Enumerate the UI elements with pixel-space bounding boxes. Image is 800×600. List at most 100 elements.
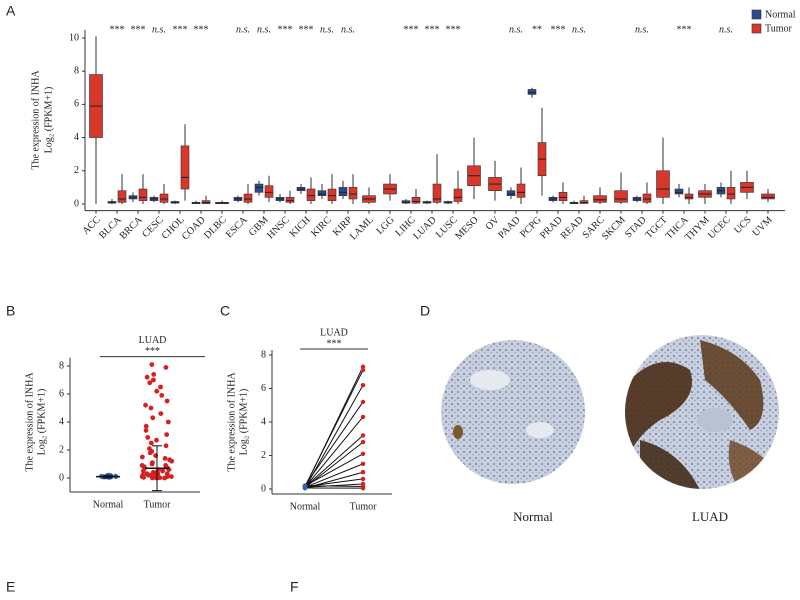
box xyxy=(432,183,442,203)
point xyxy=(148,405,154,411)
x-tick-label: READ xyxy=(559,215,586,242)
point xyxy=(160,468,166,474)
box xyxy=(684,193,694,200)
panel-label: F xyxy=(290,579,299,595)
image-caption: Normal xyxy=(513,509,553,524)
point xyxy=(159,393,165,398)
tissue-detail xyxy=(453,370,554,439)
point xyxy=(164,398,170,404)
significance: *** xyxy=(677,24,692,35)
x-tick-label: UCEC xyxy=(706,214,733,241)
box xyxy=(117,190,127,203)
significance: ** xyxy=(532,24,542,35)
y-tick-label: 8 xyxy=(74,65,79,76)
point xyxy=(145,435,151,440)
tissue-detail xyxy=(625,340,775,489)
x-tick-label: Normal xyxy=(290,501,321,512)
ihc-image-luad xyxy=(625,335,779,489)
box xyxy=(527,89,537,95)
box xyxy=(593,195,607,203)
significance: *** xyxy=(299,24,314,35)
point xyxy=(139,454,145,460)
x-tick-label: SKCM xyxy=(600,215,628,243)
point xyxy=(141,474,147,480)
y-axis-label: The expression of INHA xyxy=(24,372,35,472)
x-tick-label: LAML xyxy=(348,215,376,243)
significance: *** xyxy=(194,24,209,35)
y-tick-label: 8 xyxy=(261,349,266,360)
point xyxy=(360,451,366,457)
point xyxy=(360,470,366,475)
significance: n.s. xyxy=(152,24,166,35)
significance: n.s. xyxy=(635,24,649,35)
y-tick-label: 8 xyxy=(59,360,64,371)
y-axis-label: Log₂ (FPKM+1) xyxy=(43,87,54,154)
box xyxy=(614,190,628,203)
significance: *** xyxy=(551,24,566,35)
panel-label: C xyxy=(220,303,230,319)
x-tick-label: Tumor xyxy=(144,499,172,510)
pair-line xyxy=(304,453,364,487)
x-tick-label: COAD xyxy=(180,215,208,243)
point xyxy=(360,485,366,491)
legend-label: Normal xyxy=(765,9,796,20)
point xyxy=(144,374,150,380)
point xyxy=(163,443,169,449)
point xyxy=(302,485,308,491)
point xyxy=(149,461,155,467)
box xyxy=(138,188,148,201)
significance: *** xyxy=(278,24,293,35)
x-tick-label: LUAD xyxy=(411,215,438,242)
point xyxy=(169,458,175,464)
point xyxy=(158,411,164,416)
x-tick-label: THYM xyxy=(683,214,712,243)
panel-label: E xyxy=(6,579,15,595)
significance: n.s. xyxy=(320,24,334,35)
point xyxy=(360,476,366,482)
y-tick-label: 4 xyxy=(74,132,79,143)
point xyxy=(154,388,160,394)
point xyxy=(143,423,149,429)
x-tick-label: Normal xyxy=(93,499,124,510)
point xyxy=(360,439,366,445)
y-tick-label: 0 xyxy=(74,198,79,209)
point xyxy=(164,432,170,437)
significance: *** xyxy=(425,24,440,35)
y-tick-label: 0 xyxy=(59,472,64,483)
box xyxy=(761,193,775,200)
significance: *** xyxy=(173,24,188,35)
legend-swatch xyxy=(751,23,762,34)
box xyxy=(642,193,652,203)
box xyxy=(506,190,516,196)
box xyxy=(558,192,568,201)
x-tick-label: KICH xyxy=(288,215,313,240)
x-tick-label: UVM xyxy=(750,214,774,238)
box xyxy=(453,188,463,202)
x-tick-label: LGG xyxy=(374,215,396,237)
y-tick-label: 4 xyxy=(261,416,266,427)
pair-line xyxy=(304,435,364,488)
y-tick-label: 6 xyxy=(74,99,79,110)
y-tick-label: 6 xyxy=(59,388,64,399)
x-tick-label: PAAD xyxy=(496,215,522,241)
chart-title: LUAD xyxy=(320,327,348,338)
chart-title: LUAD xyxy=(139,335,167,346)
pair-line xyxy=(304,463,364,488)
box xyxy=(411,197,421,204)
significance: n.s. xyxy=(572,24,586,35)
point xyxy=(360,367,366,373)
point xyxy=(162,456,168,461)
point xyxy=(360,399,366,405)
x-tick-label: KIRC xyxy=(309,214,334,239)
point xyxy=(149,362,155,367)
point xyxy=(148,440,154,446)
point xyxy=(168,474,174,479)
y-axis-label: Log₂ (FPKM+1) xyxy=(36,389,47,456)
significance: *** xyxy=(145,346,160,357)
point xyxy=(143,428,149,433)
pair-line xyxy=(304,416,364,488)
point xyxy=(158,384,163,390)
point xyxy=(151,372,157,377)
